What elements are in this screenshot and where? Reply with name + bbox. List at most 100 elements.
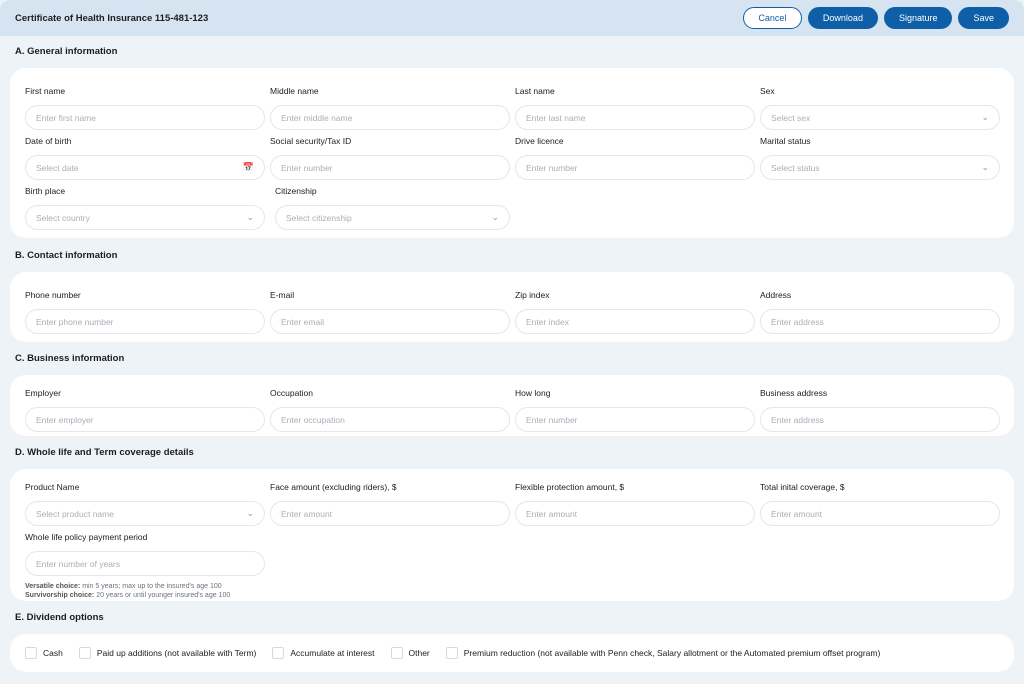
- field-label: Product Name: [25, 482, 80, 492]
- signature-button[interactable]: Signature: [883, 7, 953, 29]
- citizenship-input[interactable]: Select citizenship ⌄: [275, 205, 510, 230]
- occupation-input[interactable]: Enter occupation: [270, 407, 510, 432]
- header: Certificate of Health Insurance 115-481-…: [0, 0, 1024, 36]
- field-how-long: How long Enter number: [515, 387, 755, 432]
- placeholder: Enter number: [526, 414, 578, 425]
- payment-period-hint: Versatile choice: min 5 years; max up to…: [25, 583, 231, 599]
- phone-number-input[interactable]: Enter phone number: [25, 309, 265, 334]
- placeholder: Enter number of years: [36, 558, 121, 569]
- business-address-input[interactable]: Enter address: [760, 407, 1000, 432]
- calendar-icon[interactable]: 📅: [242, 162, 254, 172]
- chevron-down-icon[interactable]: ⌄: [246, 508, 254, 518]
- field-employer: Employer Enter employer: [25, 387, 265, 432]
- date-of-birth-input[interactable]: Select date 📅: [25, 155, 265, 180]
- placeholder: Select citizenship: [286, 212, 352, 223]
- field-label: Birth place: [25, 186, 66, 196]
- checkbox-accumulate-at-interest[interactable]: Accumulate at interest: [272, 647, 375, 659]
- field-label: Business address: [760, 388, 828, 398]
- total-inital-coverage-input[interactable]: Enter amount: [760, 501, 1000, 526]
- field-social-security-tax-id: Social security/Tax ID Enter number: [270, 135, 510, 180]
- save-button[interactable]: Save: [958, 7, 1009, 29]
- placeholder: Select country: [36, 212, 90, 223]
- placeholder: Enter last name: [526, 112, 586, 123]
- page-title: Certificate of Health Insurance 115-481-…: [15, 12, 209, 24]
- placeholder: Enter amount: [526, 508, 578, 519]
- field-label: First name: [25, 86, 66, 96]
- field-label: Occupation: [270, 388, 313, 398]
- placeholder: Select product name: [36, 508, 114, 519]
- checkbox-box[interactable]: [78, 647, 91, 659]
- field-sex: Sex Select sex ⌄: [760, 85, 1000, 130]
- checkbox-premium-reduction-not-availabl[interactable]: Premium reduction (not available with Pe…: [445, 647, 881, 659]
- chevron-down-icon[interactable]: ⌄: [981, 162, 989, 172]
- checkbox-label: Accumulate at interest: [290, 648, 375, 658]
- face-amount-excluding-riders-input[interactable]: Enter amount: [270, 501, 510, 526]
- field-flexible-protection-amount: Flexible protection amount, $ Enter amoun…: [515, 481, 755, 526]
- checkbox-box[interactable]: [25, 647, 37, 659]
- placeholder: Enter phone number: [36, 316, 114, 327]
- field-citizenship: Citizenship Select citizenship ⌄: [275, 185, 510, 230]
- field-e-mail: E-mail Enter email: [270, 289, 510, 334]
- birth-place-input[interactable]: Select country ⌄: [25, 205, 265, 230]
- contact-card: Phone number Enter phone number E-mail Ente…: [10, 272, 1014, 342]
- dividend-card: Cash Paid up additions (not available wit…: [10, 634, 1014, 672]
- field-label: Zip index: [515, 290, 550, 300]
- download-button[interactable]: Download: [807, 7, 878, 29]
- field-label: Middle name: [270, 86, 319, 96]
- general-card: First name Enter first name Middle name Ent…: [10, 68, 1014, 238]
- field-address: Address Enter address: [760, 289, 1000, 334]
- checkbox-label: Paid up additions (not available with Te…: [96, 648, 257, 658]
- field-label: Drive licence: [515, 136, 564, 146]
- checkbox-box[interactable]: [445, 647, 458, 659]
- placeholder: Select status: [771, 162, 820, 173]
- chevron-down-icon[interactable]: ⌄: [491, 212, 499, 222]
- first-name-input[interactable]: Enter first name: [25, 105, 265, 130]
- placeholder: Enter occupation: [281, 414, 345, 425]
- checkbox-cash[interactable]: Cash: [25, 647, 63, 659]
- field-label: Social security/Tax ID: [270, 136, 352, 146]
- placeholder: Enter address: [771, 316, 824, 327]
- marital-status-input[interactable]: Select status ⌄: [760, 155, 1000, 180]
- field-marital-status: Marital status Select status ⌄: [760, 135, 1000, 180]
- field-label: Address: [760, 290, 792, 300]
- field-middle-name: Middle name Enter middle name: [270, 85, 510, 130]
- field-product-name: Product Name Select product name ⌄: [25, 481, 265, 526]
- field-label: How long: [515, 388, 551, 398]
- checkbox-label: Premium reduction (not available with Pe…: [463, 648, 881, 658]
- field-label: Date of birth: [25, 136, 72, 146]
- field-label: Citizenship: [275, 186, 317, 196]
- checkbox-box[interactable]: [272, 647, 285, 659]
- chevron-down-icon[interactable]: ⌄: [246, 212, 254, 222]
- placeholder: Enter number: [281, 162, 333, 173]
- field-label: Sex: [760, 86, 775, 96]
- chevron-down-icon[interactable]: ⌄: [981, 112, 989, 122]
- product-name-input[interactable]: Select product name ⌄: [25, 501, 265, 526]
- zip-index-input[interactable]: Enter index: [515, 309, 755, 334]
- field-face-amount-excluding-riders: Face amount (excluding riders), $ Enter a…: [270, 481, 510, 526]
- whole-life-policy-payment-period-input[interactable]: Enter number of years: [25, 551, 265, 576]
- placeholder: Enter amount: [771, 508, 823, 519]
- e-mail-input[interactable]: Enter email: [270, 309, 510, 334]
- placeholder: Enter address: [771, 414, 824, 425]
- checkbox-paid-up-additions-not-availabl[interactable]: Paid up additions (not available with Te…: [78, 647, 257, 659]
- coverage-card: Product Name Select product name ⌄ Face amo…: [10, 469, 1014, 601]
- address-input[interactable]: Enter address: [760, 309, 1000, 334]
- employer-input[interactable]: Enter employer: [25, 407, 265, 432]
- placeholder: Enter middle name: [281, 112, 353, 123]
- how-long-input[interactable]: Enter number: [515, 407, 755, 432]
- checkbox-box[interactable]: [390, 647, 403, 659]
- field-label: Total inital coverage, $: [760, 482, 845, 492]
- field-business-address: Business address Enter address: [760, 387, 1000, 432]
- sex-input[interactable]: Select sex ⌄: [760, 105, 1000, 130]
- middle-name-input[interactable]: Enter middle name: [270, 105, 510, 130]
- checkbox-other[interactable]: Other: [390, 647, 430, 659]
- drive-licence-input[interactable]: Enter number: [515, 155, 755, 180]
- cancel-button[interactable]: Cancel: [742, 7, 802, 29]
- field-label: Phone number: [25, 290, 81, 300]
- flexible-protection-amount-input[interactable]: Enter amount: [515, 501, 755, 526]
- field-label: Face amount (excluding riders), $: [270, 482, 397, 492]
- last-name-input[interactable]: Enter last name: [515, 105, 755, 130]
- placeholder: Enter amount: [281, 508, 333, 519]
- section-title-coverage: D. Whole life and Term coverage details: [15, 447, 194, 458]
- social-security-tax-id-input[interactable]: Enter number: [270, 155, 510, 180]
